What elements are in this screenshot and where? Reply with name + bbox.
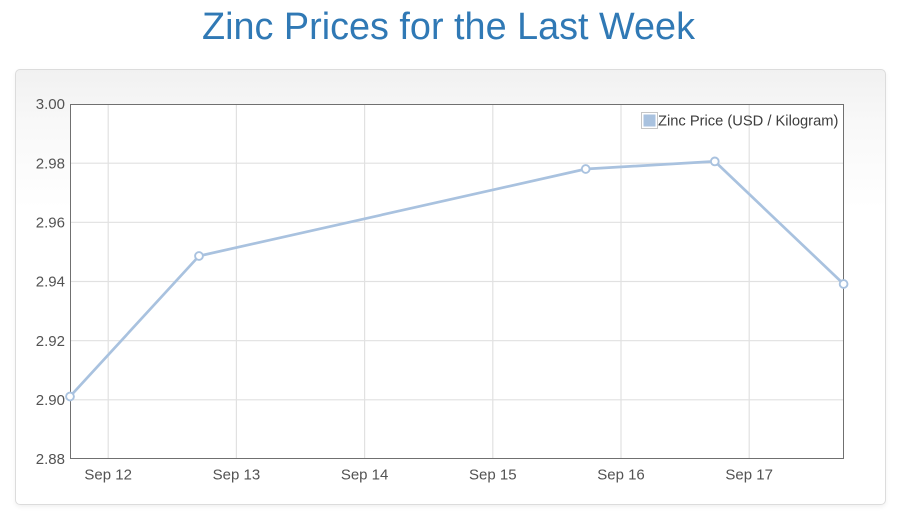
svg-text:Sep 13: Sep 13 (213, 467, 261, 484)
svg-text:2.96: 2.96 (36, 215, 65, 232)
svg-text:2.94: 2.94 (36, 274, 65, 291)
svg-text:2.88: 2.88 (36, 451, 65, 468)
svg-text:2.98: 2.98 (36, 155, 65, 172)
svg-text:2.90: 2.90 (36, 392, 65, 409)
svg-text:Sep 16: Sep 16 (597, 467, 645, 484)
svg-text:Sep 12: Sep 12 (84, 467, 132, 484)
svg-text:Zinc Price (USD / Kilogram): Zinc Price (USD / Kilogram) (658, 113, 838, 129)
svg-text:Sep 15: Sep 15 (469, 467, 517, 484)
svg-text:2.92: 2.92 (36, 333, 65, 350)
svg-text:Sep 17: Sep 17 (725, 467, 773, 484)
svg-text:3.00: 3.00 (36, 96, 65, 113)
svg-text:Sep 14: Sep 14 (341, 467, 389, 484)
